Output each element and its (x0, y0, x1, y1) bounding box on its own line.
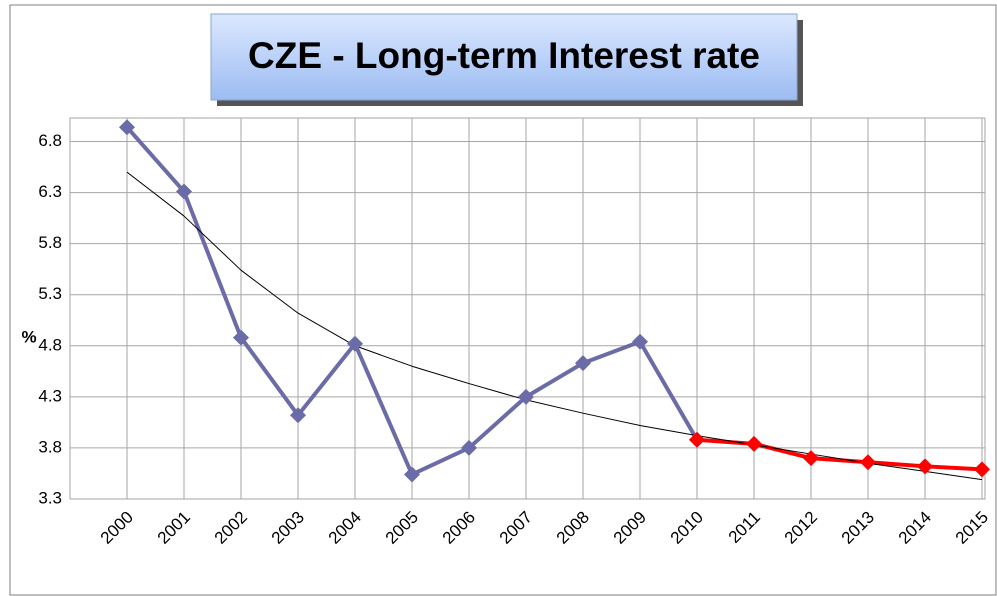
x-tick-label: 2005 (382, 508, 422, 548)
series-line (696, 437, 983, 472)
y-tick-label: 5.3 (38, 284, 62, 303)
x-tick-label: 2008 (553, 508, 593, 548)
y-tick-label: 6.3 (38, 182, 62, 201)
x-tick-label: 2003 (268, 508, 308, 548)
y-tick-label: 3.3 (38, 488, 62, 507)
data-point (632, 333, 648, 350)
x-tick-label: 2007 (496, 508, 536, 548)
x-tick-label: 2000 (97, 508, 137, 548)
chart-title: CZE - Long-term Interest rate (248, 35, 760, 76)
data-point (404, 466, 420, 483)
data-point (746, 435, 762, 452)
title-box (210, 13, 798, 101)
data-point (974, 461, 990, 478)
x-tick-label: 2009 (610, 508, 650, 548)
data-point (917, 458, 933, 475)
y-tick-label: 6.8 (38, 131, 62, 150)
x-tick-label: 2002 (211, 508, 251, 548)
data-point (347, 335, 363, 352)
data-point (176, 183, 192, 200)
data-point (689, 431, 705, 448)
x-tick-label: 2013 (838, 508, 878, 548)
x-tick-label: 2014 (895, 508, 935, 548)
data-point (575, 355, 591, 372)
series-line (126, 171, 983, 481)
x-tick-label: 2012 (781, 508, 821, 548)
plot-area (69, 117, 986, 500)
data-point (803, 450, 819, 467)
data-point (518, 388, 534, 405)
x-tick-label: 2015 (952, 508, 992, 548)
chart-border (9, 4, 997, 596)
x-tick-label: 2004 (325, 508, 365, 548)
y-tick-label: 5.8 (38, 233, 62, 252)
data-point (461, 439, 477, 456)
x-tick-label: 2011 (725, 508, 764, 547)
data-point (119, 119, 135, 136)
data-point (290, 407, 306, 424)
x-tick-label: 2010 (667, 508, 707, 548)
y-tick-label: 4.3 (38, 386, 62, 405)
y-tick-label: 3.8 (38, 437, 62, 456)
data-point (860, 454, 876, 471)
data-point (233, 329, 249, 346)
y-tick-label: 4.8 (38, 335, 62, 354)
x-tick-label: 2001 (154, 508, 194, 548)
x-tick-label: 2006 (439, 508, 479, 548)
y-axis-label: % (21, 327, 36, 346)
